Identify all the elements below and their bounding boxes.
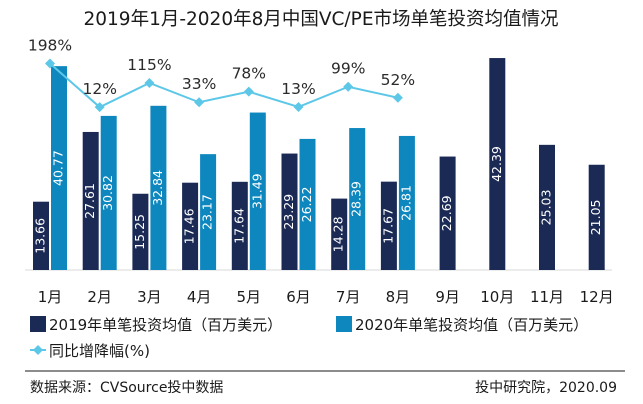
bar-value-label: 22.69 bbox=[439, 195, 454, 231]
legend: 2019年单笔投资均值（百万美元） 2020年单笔投资均值（百万美元） 同比增降… bbox=[30, 316, 588, 360]
footer-source: 数据来源：CVSource投中数据 bbox=[30, 380, 223, 396]
bar-2020 bbox=[249, 112, 266, 270]
yoy-value-label: 99% bbox=[331, 60, 365, 78]
yoy-value-label: 12% bbox=[82, 80, 116, 98]
x-tick-label: 11月 bbox=[530, 288, 564, 306]
bar-value-label: 17.64 bbox=[231, 208, 246, 244]
bar-value-label: 40.77 bbox=[51, 150, 66, 186]
bar-value-label: 23.29 bbox=[281, 194, 296, 230]
bar-value-label: 13.66 bbox=[33, 218, 48, 254]
bar-value-label: 14.28 bbox=[331, 216, 346, 252]
bar-2020 bbox=[51, 66, 67, 271]
bar-2019 bbox=[132, 193, 149, 270]
x-tick-label: 4月 bbox=[187, 288, 212, 306]
footer-publisher: 投中研究院，2020.09 bbox=[475, 380, 617, 396]
bar-2019 bbox=[439, 156, 456, 270]
yoy-marker bbox=[144, 77, 155, 88]
bars-group bbox=[33, 58, 605, 271]
bar-2019 bbox=[331, 198, 348, 270]
bar-value-label: 26.81 bbox=[398, 185, 413, 221]
yoy-value-label: 198% bbox=[28, 36, 72, 54]
yoy-line bbox=[49, 62, 399, 109]
x-tick-label: 1月 bbox=[38, 288, 63, 306]
yoy-value-label: 52% bbox=[381, 71, 415, 89]
chart-title: 2019年1月-2020年8月中国VC/PE市场单笔投资均值情况 bbox=[83, 9, 558, 30]
bar-value-label: 28.39 bbox=[349, 181, 364, 217]
yoy-value-label: 78% bbox=[232, 65, 266, 83]
bar-value-label: 26.22 bbox=[299, 187, 314, 223]
bar-value-label: 31.49 bbox=[249, 173, 264, 209]
bar-value-label: 30.82 bbox=[100, 175, 115, 211]
bar-2019 bbox=[182, 182, 199, 270]
bar-value-label: 23.17 bbox=[200, 194, 215, 230]
bar-value-label: 17.67 bbox=[380, 208, 395, 244]
legend-label-2020: 2020年单笔投资均值（百万美元） bbox=[355, 316, 588, 334]
bar-value-label: 42.39 bbox=[489, 146, 504, 182]
bar-2020 bbox=[349, 128, 366, 270]
x-tick-label: 7月 bbox=[336, 288, 361, 306]
x-ticks-group: 1月 2月 3月 4月 5月 6月 7月 8月 9月 10月 11月 12月 bbox=[38, 288, 614, 306]
yoy-marker bbox=[293, 101, 304, 112]
bar-2019 bbox=[281, 153, 298, 270]
yoy-marker bbox=[45, 58, 55, 69]
x-tick-label: 3月 bbox=[137, 288, 162, 306]
yoy-marker bbox=[243, 86, 254, 97]
yoy-value-label: 13% bbox=[281, 80, 315, 98]
yoy-marker bbox=[94, 102, 105, 113]
bar-2019 bbox=[380, 181, 397, 270]
x-tick-label: 2月 bbox=[87, 288, 112, 306]
bar-2019 bbox=[33, 201, 49, 270]
x-tick-label: 12月 bbox=[580, 288, 614, 306]
bar-2020 bbox=[100, 115, 117, 271]
x-tick-label: 9月 bbox=[435, 288, 460, 306]
x-tick-label: 6月 bbox=[286, 288, 311, 306]
bar-2019 bbox=[231, 181, 248, 270]
x-tick-label: 5月 bbox=[237, 288, 262, 306]
yoy-value-label: 33% bbox=[182, 75, 216, 93]
yoy-marker bbox=[392, 92, 403, 103]
legend-swatch-2019 bbox=[30, 316, 46, 332]
x-tick-label: 8月 bbox=[386, 288, 411, 306]
bar-2019 bbox=[588, 164, 605, 270]
yoy-line-group: 198% 12% 115% 33% 78% 13% 99% 52% bbox=[28, 36, 415, 113]
bar-2020 bbox=[150, 105, 167, 270]
bar-value-label: 17.46 bbox=[182, 208, 197, 244]
legend-swatch-2020 bbox=[336, 316, 352, 332]
bar-value-label: 21.05 bbox=[588, 199, 603, 235]
bar-value-label: 27.61 bbox=[82, 183, 97, 219]
yoy-value-label: 115% bbox=[127, 56, 171, 74]
legend-label-2019: 2019年单笔投资均值（百万美元） bbox=[49, 316, 282, 334]
yoy-marker bbox=[343, 81, 354, 92]
legend-marker-yoy bbox=[33, 345, 43, 355]
bar-value-label: 15.25 bbox=[132, 214, 147, 250]
bar-value-label: 25.03 bbox=[539, 190, 554, 226]
bar-2020 bbox=[299, 138, 316, 270]
bar-2020 bbox=[398, 135, 415, 270]
yoy-marker bbox=[194, 97, 205, 108]
bar-2020 bbox=[200, 154, 217, 270]
bar-2019 bbox=[82, 131, 99, 270]
legend-label-yoy: 同比增降幅(%) bbox=[49, 342, 150, 360]
x-tick-label: 10月 bbox=[480, 288, 514, 306]
bar-value-label: 32.84 bbox=[150, 170, 165, 206]
bar-labels-group: 13.66 27.61 15.25 17.46 17.64 23.29 14.28 17.67… bbox=[33, 146, 604, 254]
bar-2019 bbox=[489, 58, 506, 270]
bar-2019 bbox=[539, 144, 555, 270]
